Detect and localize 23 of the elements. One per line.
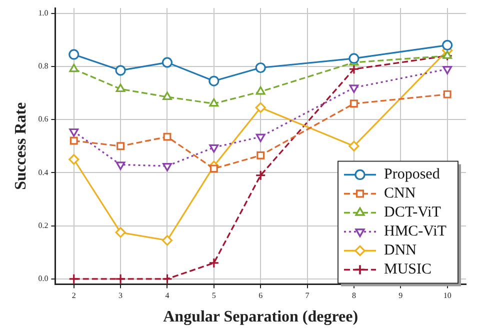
x-tick-label: 2 (72, 291, 76, 300)
legend-label: MUSIC (384, 262, 432, 278)
y-axis-title: Success Rate (12, 102, 30, 190)
legend-label: DCT-ViT (384, 204, 441, 221)
x-tick-label: 9 (398, 291, 403, 300)
y-tick-label: 1.0 (38, 8, 48, 18)
y-tick-label: 0.0 (38, 274, 48, 283)
legend-label: CNN (384, 186, 416, 202)
x-tick-label: 5 (212, 291, 216, 300)
x-tick-label: 8 (352, 291, 356, 300)
y-tick-label: 0.4 (38, 168, 48, 177)
x-tick-label: 6 (258, 291, 263, 300)
x-axis-title: Angular Separation (degree) (163, 308, 358, 326)
x-tick-label: 7 (305, 291, 310, 300)
legend-label: HMC-ViT (384, 224, 446, 240)
x-tick-label: 3 (118, 291, 123, 300)
x-tick-label: 4 (165, 291, 170, 300)
legend-label: DNN (384, 242, 417, 259)
y-tick-label: 0.8 (38, 62, 48, 71)
legend-label: Proposed (384, 166, 440, 183)
y-tick-label: 0.2 (38, 220, 48, 230)
x-tick-label: 10 (443, 291, 452, 300)
y-tick-label: 0.6 (38, 114, 48, 124)
